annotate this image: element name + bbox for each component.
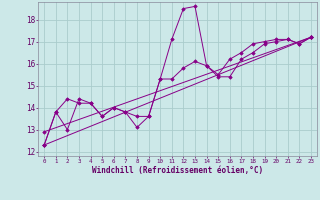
X-axis label: Windchill (Refroidissement éolien,°C): Windchill (Refroidissement éolien,°C): [92, 166, 263, 175]
